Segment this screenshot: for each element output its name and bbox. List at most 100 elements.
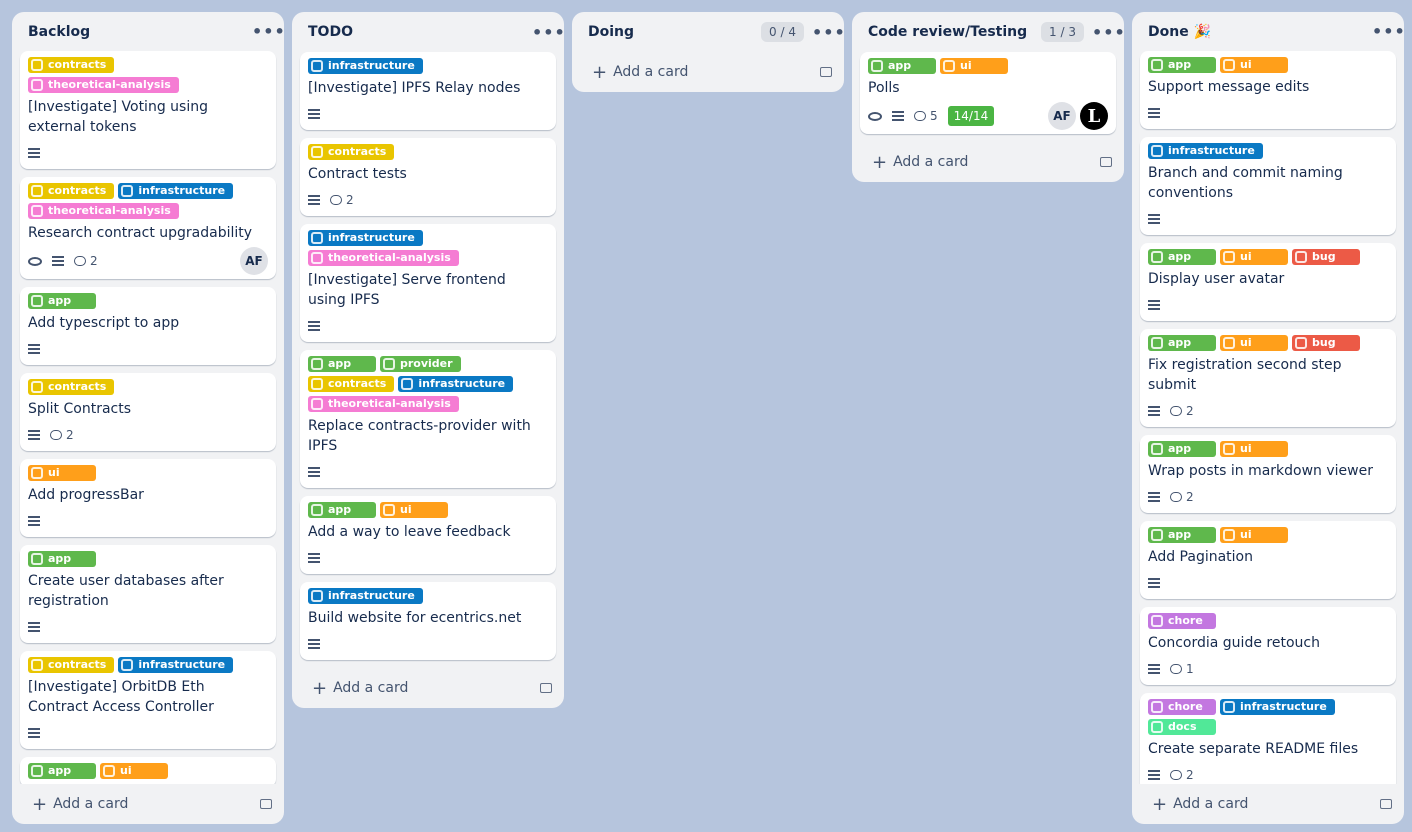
card[interactable]: app Create user databases after registrat… [20,545,276,644]
template-icon[interactable] [820,67,832,77]
card[interactable]: contracts infrastructure theoretical-analy… [20,177,276,280]
card[interactable]: app ui Wrap posts in markdown viewer 2 [1140,435,1396,514]
label[interactable]: contracts [28,379,115,396]
member-avatar[interactable]: L [1080,102,1108,130]
list-menu[interactable]: ••• [252,22,286,42]
card[interactable]: app Add typescript to app [20,287,276,366]
label[interactable]: ui [380,502,448,518]
label[interactable]: infrastructure [308,230,423,246]
label[interactable]: ui [1220,335,1288,352]
card[interactable]: app ui bug Fix registration second step sub… [1140,329,1396,428]
label[interactable]: contracts [28,183,115,200]
label[interactable]: ui [28,465,96,482]
member-avatar[interactable]: AF [1048,102,1076,130]
label[interactable]: theoretical-analysis [308,250,459,266]
label[interactable]: ui [100,763,168,780]
label[interactable]: bug [1292,249,1360,266]
list-menu[interactable]: ••• [1092,22,1126,42]
template-icon[interactable] [540,683,552,693]
label[interactable]: infrastructure [308,58,423,74]
card[interactable]: chore Concordia guide retouch 1 [1140,607,1396,686]
badges [1148,207,1388,231]
label[interactable]: app [28,293,96,310]
card[interactable]: infrastructure [Investigate] IPFS Relay n… [300,52,556,130]
template-icon[interactable] [1100,157,1112,167]
card[interactable]: infrastructure theoretical-analysis [Inves… [300,224,556,342]
label[interactable]: chore [1148,613,1216,630]
label-icon [311,358,323,370]
add-card[interactable]: + Add a card [1132,784,1404,824]
list-menu[interactable]: ••• [532,22,566,42]
card[interactable]: app ui Support message edits [1140,51,1396,130]
card[interactable]: contracts Split Contracts 2 [20,373,276,452]
label[interactable]: app [868,58,936,74]
label[interactable]: app [1148,441,1216,458]
add-card[interactable]: + Add a card [572,52,844,92]
label[interactable]: infrastructure [118,657,234,674]
label[interactable]: bug [1292,335,1360,352]
label[interactable]: contracts [28,657,115,674]
add-card[interactable]: + Add a card [852,142,1124,182]
list-menu[interactable]: ••• [812,22,846,42]
add-card[interactable]: + Add a card [292,668,564,708]
label-name: bug [1312,250,1336,264]
label[interactable]: contracts [308,144,395,160]
label[interactable]: infrastructure [1148,143,1263,160]
label-name: ui [1240,250,1252,264]
card[interactable]: app ui Add Pagination [1140,521,1396,600]
label[interactable]: infrastructure [398,376,514,392]
label[interactable]: ui [1220,57,1288,74]
label[interactable]: provider [380,356,461,372]
label[interactable]: chore [1148,699,1216,716]
card[interactable]: contracts Contract tests 2 [300,138,556,216]
comment-icon [1170,770,1182,781]
list-menu[interactable]: ••• [1372,22,1406,42]
label[interactable]: theoretical-analysis [308,396,459,412]
card[interactable]: app provider contracts infrastructure theore… [300,350,556,488]
label[interactable]: ui [1220,441,1288,458]
card[interactable]: ui Add progressBar [20,459,276,538]
label[interactable]: app [1148,57,1216,74]
label[interactable]: contracts [28,57,115,74]
card[interactable]: app ui Polls 5 14/14 AF L [860,52,1116,134]
label[interactable]: app [28,763,96,780]
label-icon [1151,443,1163,456]
card[interactable]: app ui [20,757,276,784]
plus-icon: + [1152,793,1168,815]
label-name: infrastructure [328,59,415,72]
label[interactable]: infrastructure [308,588,423,604]
label[interactable]: app [1148,527,1216,544]
label-name: app [1168,250,1192,264]
label[interactable]: ui [1220,527,1288,544]
template-icon[interactable] [1380,799,1392,809]
label[interactable]: ui [1220,249,1288,266]
label[interactable]: infrastructure [118,183,234,200]
label[interactable]: app [28,551,96,568]
comment-count: 2 [90,254,98,269]
label[interactable]: app [308,356,376,372]
label[interactable]: app [1148,249,1216,266]
card[interactable]: infrastructure Branch and commit naming c… [1140,137,1396,236]
card[interactable]: chore infrastructure docs Create separate R… [1140,693,1396,784]
template-icon[interactable] [260,799,272,809]
card[interactable]: app ui bug Display user avatar [1140,243,1396,322]
label[interactable]: infrastructure [1220,699,1335,716]
label[interactable]: app [1148,335,1216,352]
card[interactable]: contracts infrastructure [Investigate] Orb… [20,651,276,750]
label[interactable]: docs [1148,719,1216,736]
card[interactable]: contracts theoretical-analysis [Investigat… [20,51,276,170]
add-card[interactable]: + Add a card [12,784,284,824]
label-icon [311,252,323,264]
label[interactable]: theoretical-analysis [28,77,179,94]
list: Done 🎉 ••• app ui Support message edits infra… [1132,12,1406,824]
card-title: Replace contracts-provider with IPFS [308,418,531,454]
label-name: ui [1240,58,1252,72]
label[interactable]: app [308,502,376,518]
card[interactable]: app ui Add a way to leave feedback [300,496,556,574]
label[interactable]: theoretical-analysis [28,203,179,220]
member-avatar[interactable]: AF [240,247,268,276]
label[interactable]: ui [940,58,1008,74]
label[interactable]: contracts [308,376,395,392]
card[interactable]: infrastructure Build website for ecentric… [300,582,556,660]
